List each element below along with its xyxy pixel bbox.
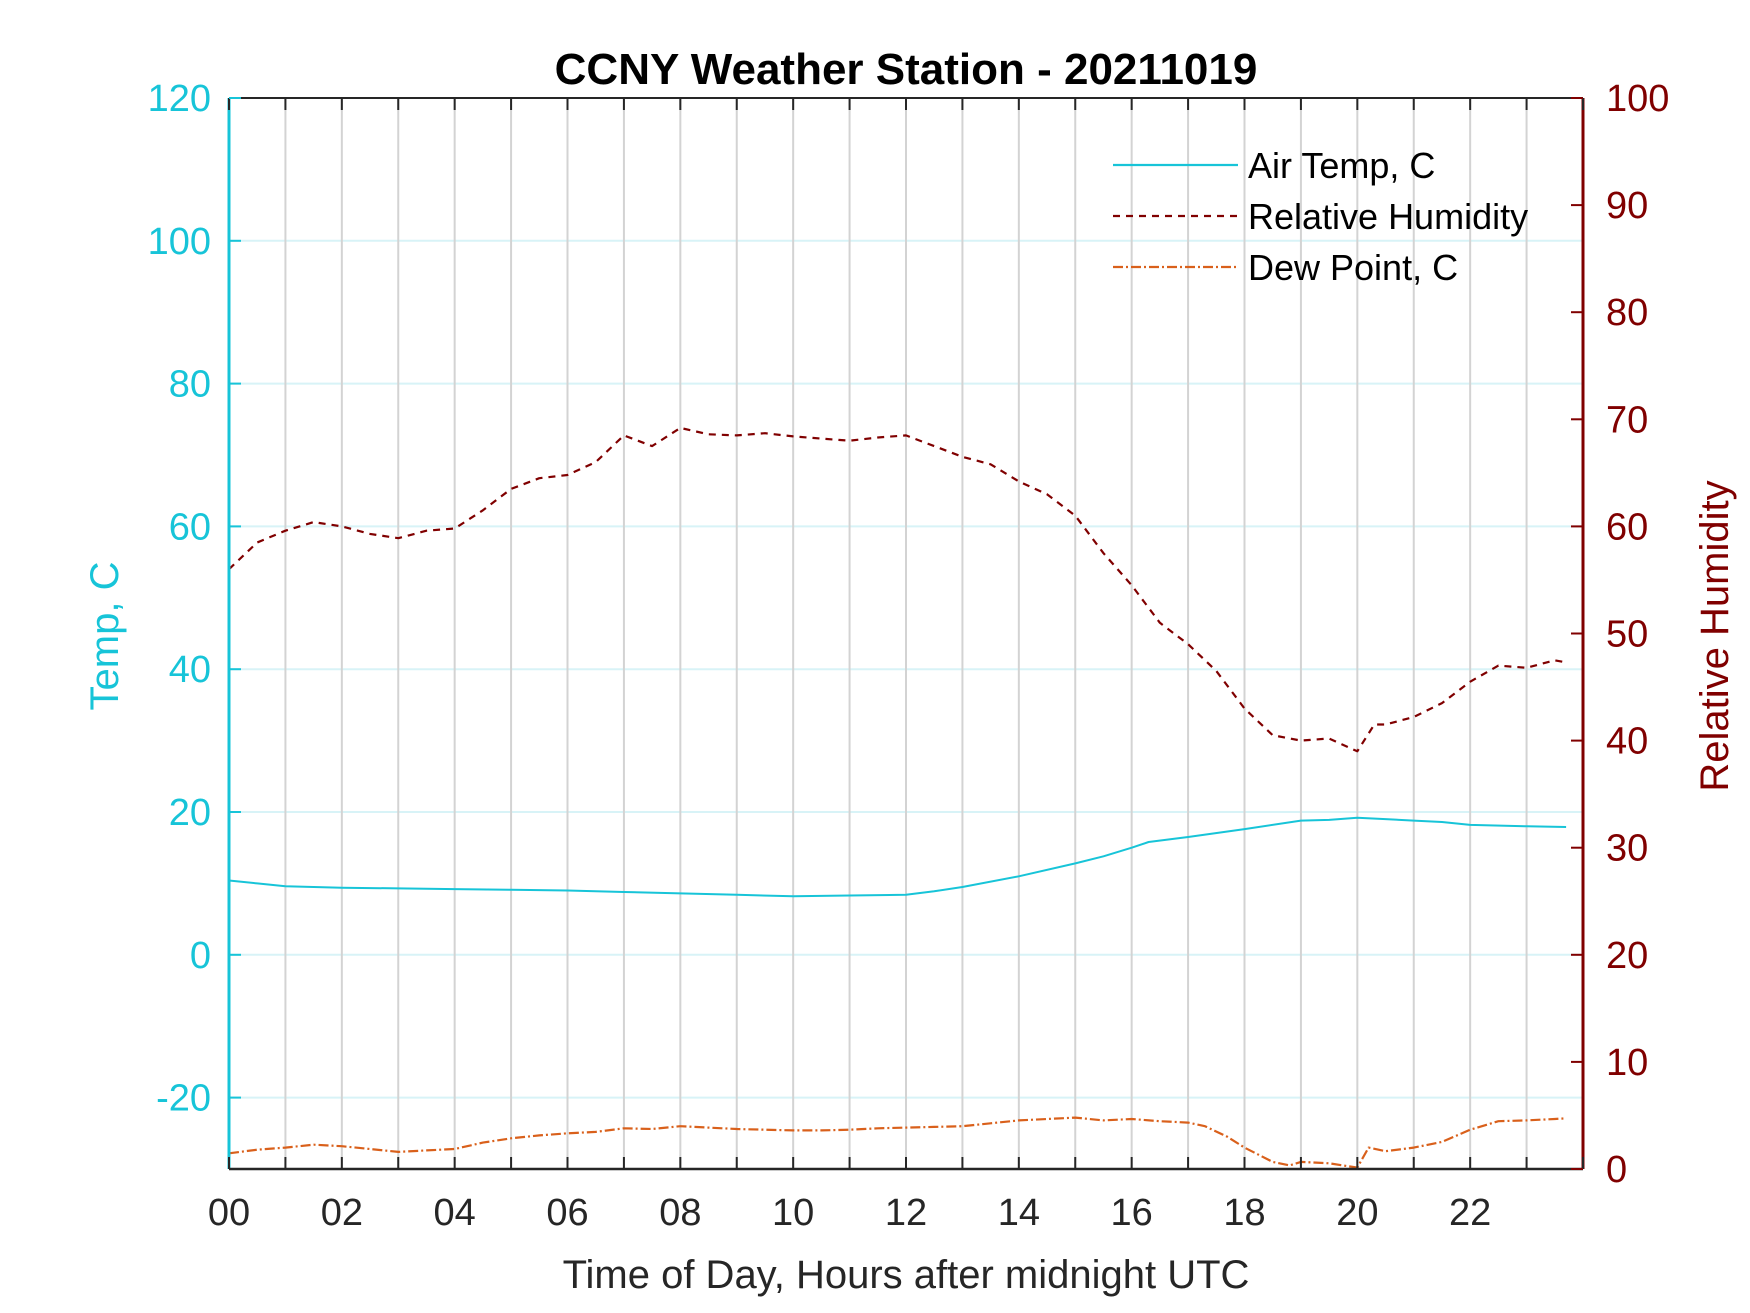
y-right-tick-label: 100 [1606,78,1669,120]
x-tick-label: 14 [998,1192,1040,1234]
y-left-tick-label: 80 [169,364,211,406]
x-tick-label: 00 [208,1192,250,1234]
y-right-tick-label: 0 [1606,1149,1627,1191]
y-left-tick-label: 120 [148,78,211,120]
y-left-tick-label: -20 [156,1078,211,1120]
y-right-tick-label: 20 [1606,935,1648,977]
legend-label: Dew Point, C [1248,247,1458,288]
grid [229,97,1583,1169]
y-left-tick-label: 0 [190,935,211,977]
y-right-tick-label: 10 [1606,1042,1648,1084]
y-right-tick-label: 40 [1606,721,1648,763]
legend: Air Temp, C Relative Humidity Dew Point, C [1113,145,1528,288]
x-tick-label: 16 [1111,1192,1153,1234]
x-tick-label: 12 [885,1192,927,1234]
humidity-line [228,426,1567,753]
x-tick-label: 08 [659,1192,701,1234]
y-axis-right-label: Relative Humidity [1693,480,1737,791]
air-temp-line [228,816,1567,898]
y-right-tick-label: 50 [1606,614,1648,656]
legend-label: Air Temp, C [1248,145,1435,186]
y-right-tick-label: 70 [1606,399,1648,441]
data-series [228,426,1567,1169]
axes: 00 02 04 06 08 10 12 14 16 18 20 22120100806040200-… [148,78,1670,1234]
x-tick-label: 18 [1223,1192,1265,1234]
y-right-tick-label: 90 [1606,185,1648,227]
y-left-tick-label: 100 [148,221,211,263]
dew-point-line [228,1116,1567,1169]
y-left-tick-label: 40 [169,649,211,691]
y-right-tick-label: 60 [1606,506,1648,548]
y-right-tick-label: 80 [1606,292,1648,334]
x-tick-label: 06 [546,1192,588,1234]
x-tick-label: 02 [321,1192,363,1234]
legend-label: Relative Humidity [1248,196,1528,237]
x-tick-label: 10 [772,1192,814,1234]
x-tick-label: 04 [434,1192,476,1234]
x-tick-label: 22 [1449,1192,1491,1234]
y-left-tick-label: 60 [169,506,211,548]
y-left-tick-label: 20 [169,792,211,834]
chart-title: CCNY Weather Station - 20211019 [555,45,1258,94]
y-right-tick-label: 30 [1606,828,1648,870]
y-axis-left-label: Temp, C [83,562,127,711]
x-tick-label: 20 [1336,1192,1378,1234]
x-axis-label: Time of Day, Hours after midnight UTC [563,1253,1250,1297]
